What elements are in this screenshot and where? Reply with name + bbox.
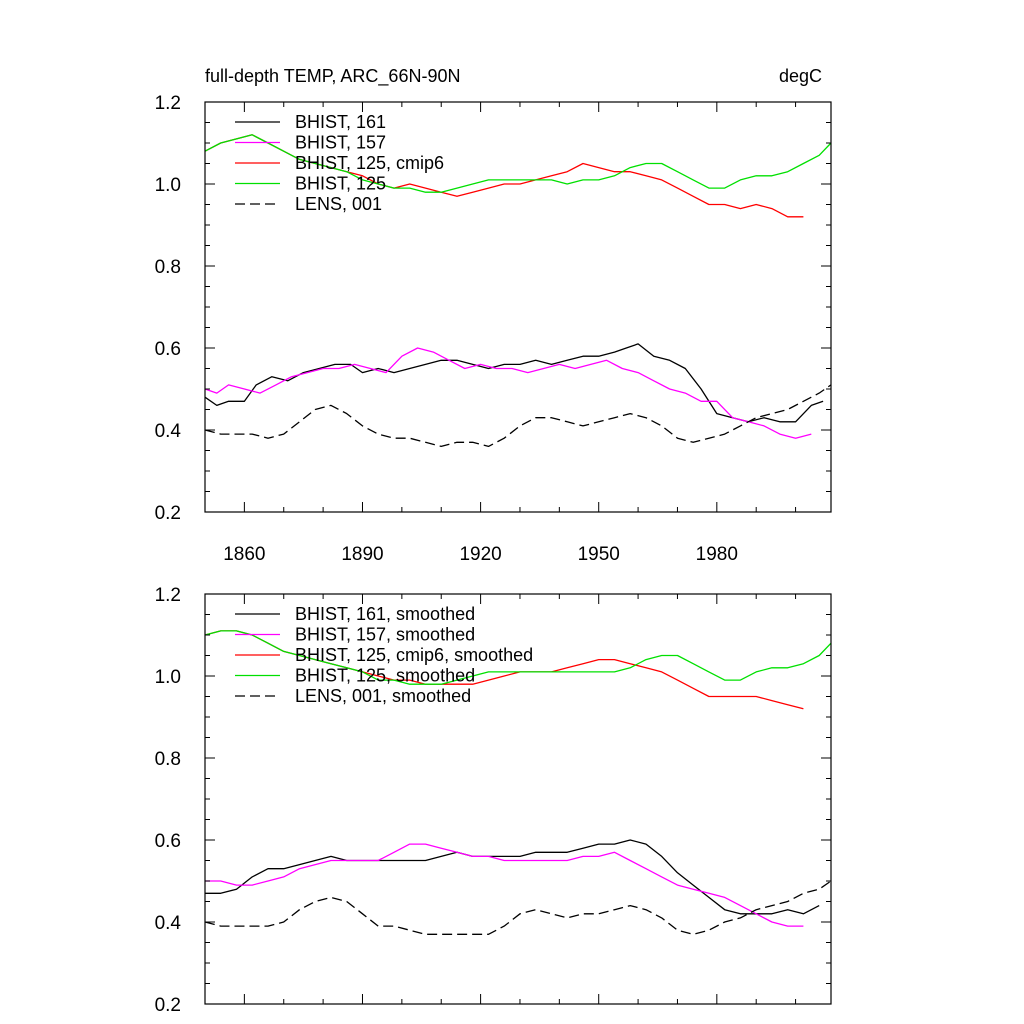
y-tick-label: 0.8 <box>155 749 181 770</box>
series-line-4 <box>204 384 832 448</box>
series-line-3 <box>204 134 832 193</box>
y-tick-label: 0.8 <box>155 257 181 278</box>
y-tick-label: 1.0 <box>155 667 181 688</box>
x-tick-label: 1950 <box>578 544 620 565</box>
series-line-1 <box>205 843 804 927</box>
series-line-0 <box>204 343 824 423</box>
legend-label: LENS, 001 <box>295 194 382 214</box>
legend-label: BHIST, 125, smoothed <box>295 666 475 686</box>
y-tick-label: 0.2 <box>155 503 181 524</box>
legend-label: BHIST, 157, smoothed <box>295 625 475 645</box>
y-tick-label: 0.2 <box>155 995 181 1016</box>
x-tick-label: 1920 <box>459 544 501 565</box>
y-tick-label: 0.4 <box>155 913 182 934</box>
y-tick-label: 1.2 <box>155 585 181 606</box>
legend-label: BHIST, 161, smoothed <box>295 604 475 624</box>
x-tick-label: 1860 <box>223 544 265 565</box>
legend-label: BHIST, 125, cmip6 <box>295 153 444 173</box>
y-tick-label: 0.6 <box>155 831 181 852</box>
legend-label: LENS, 001, smoothed <box>295 686 471 706</box>
series-line-4 <box>204 880 832 935</box>
legend-label: BHIST, 157 <box>295 133 386 153</box>
y-tick-label: 1.0 <box>155 175 181 196</box>
x-tick-label: 1890 <box>341 544 383 565</box>
series-line-1 <box>204 347 812 439</box>
panel-title: full-depth TEMP, ARC_66N-90N <box>205 66 460 87</box>
series-line-3 <box>204 630 832 685</box>
x-tick-label: 1980 <box>696 544 738 565</box>
top-panel: full-depth TEMP, ARC_66N-90N degC 0.2 0.4… <box>155 66 832 565</box>
legend-label: BHIST, 125, cmip6, smoothed <box>295 645 533 665</box>
y-tick-label: 0.4 <box>155 421 182 442</box>
panel-units: degC <box>779 66 822 86</box>
y-tick-label: 0.6 <box>155 339 181 360</box>
legend-label: BHIST, 125 <box>295 174 386 194</box>
series-line-0 <box>205 839 820 915</box>
y-tick-label: 1.2 <box>155 93 181 114</box>
legend-label: BHIST, 161 <box>295 112 386 132</box>
